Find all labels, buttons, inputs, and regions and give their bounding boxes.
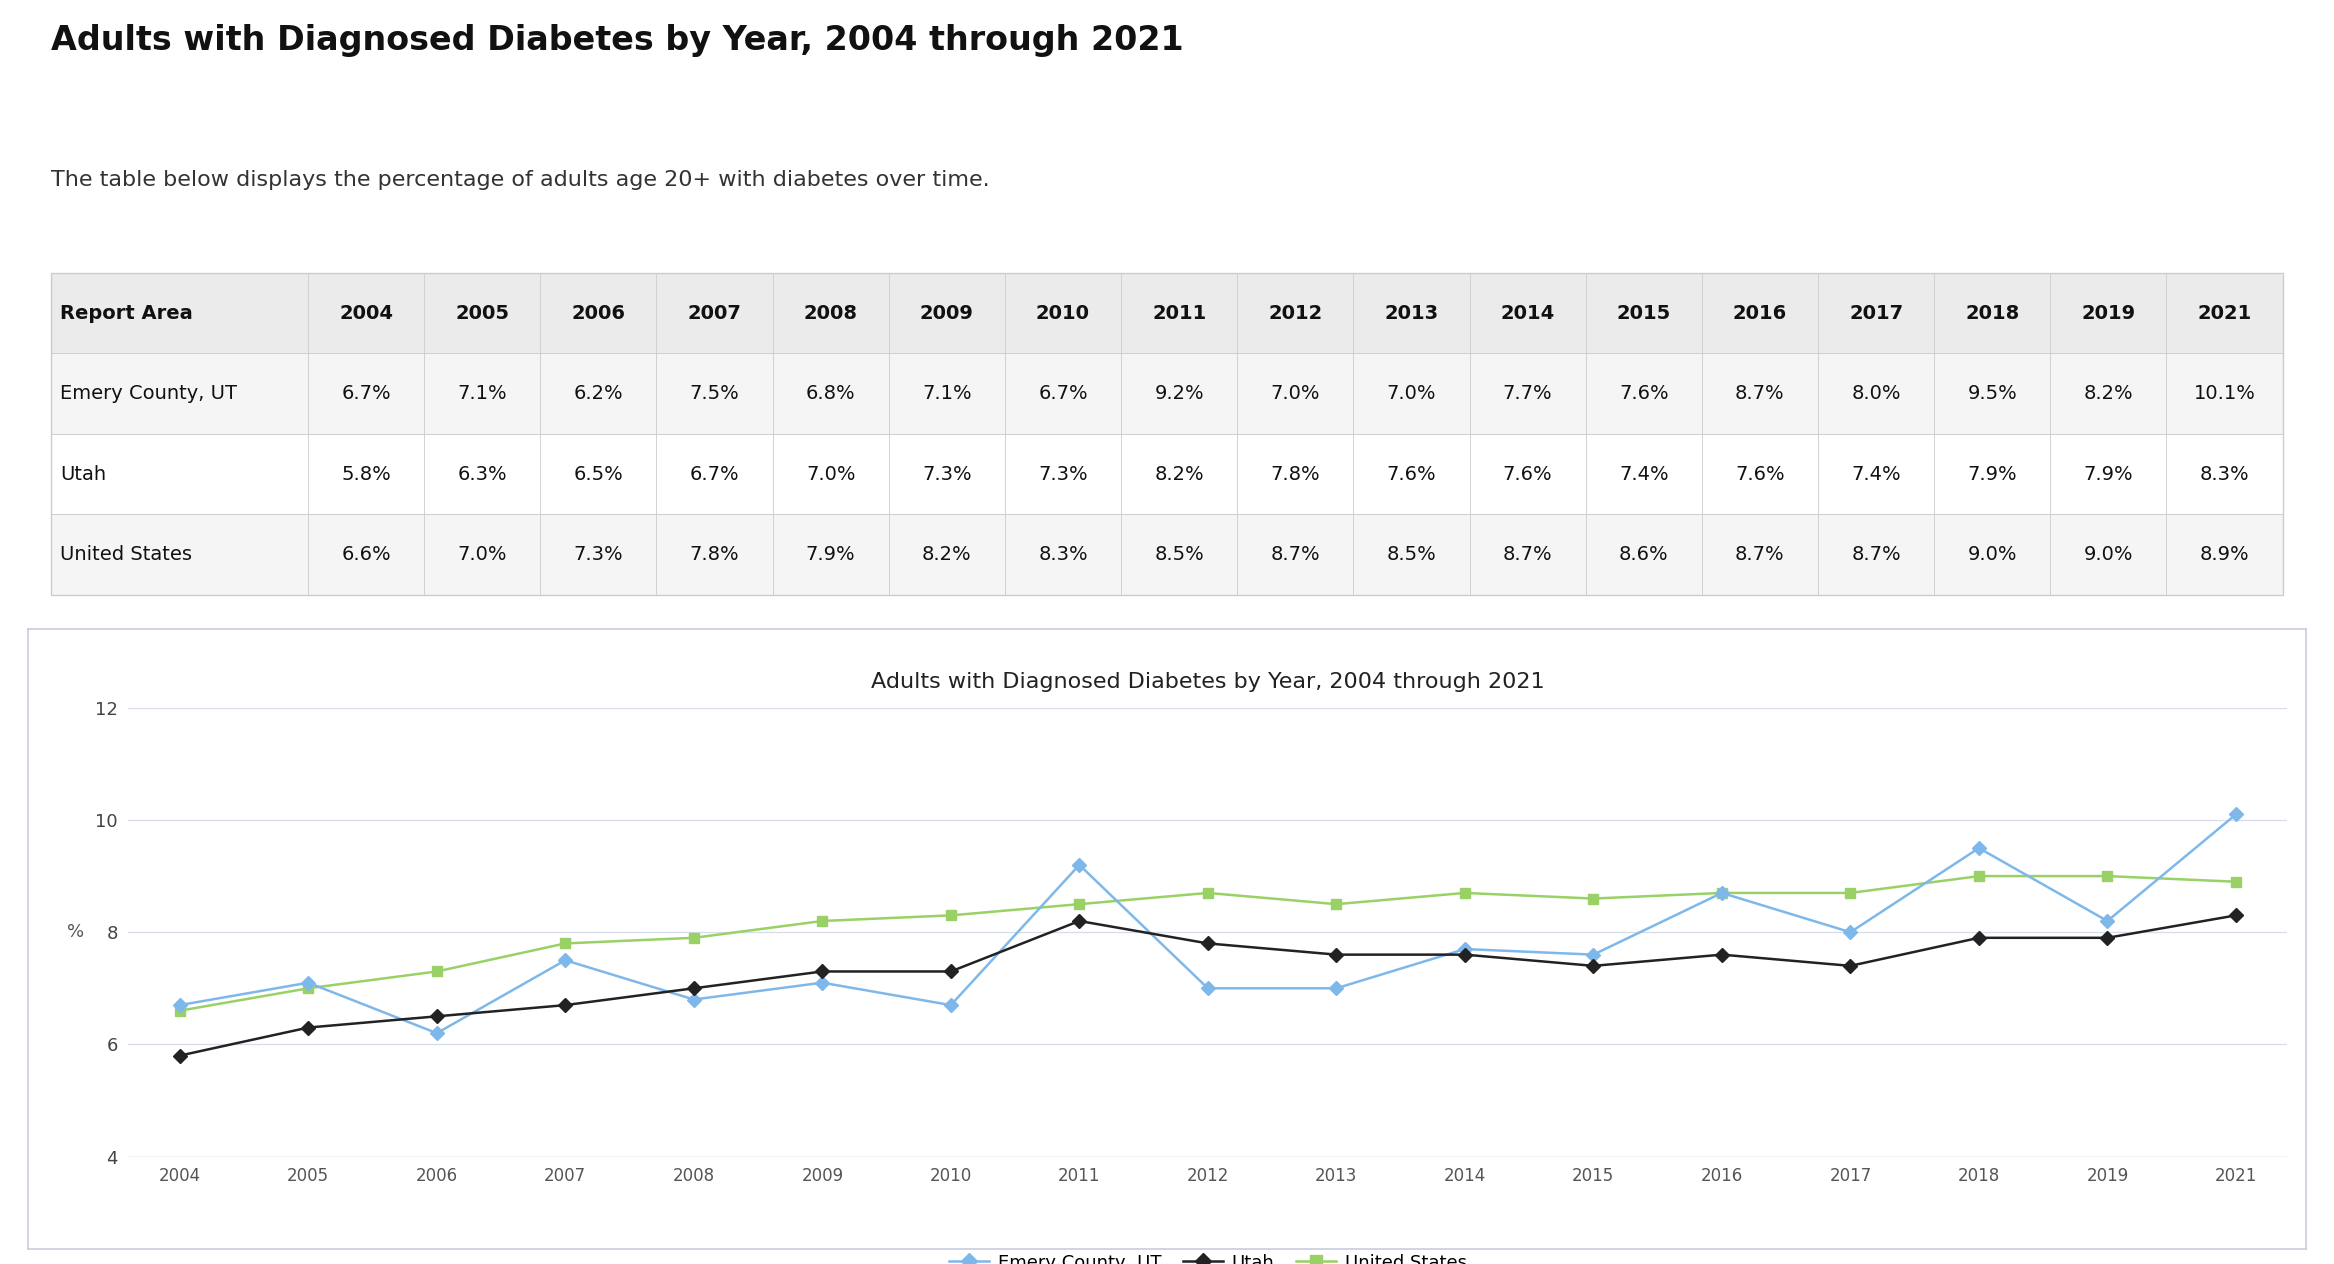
Text: Report Area: Report Area [61, 303, 194, 322]
Text: 6.7%: 6.7% [341, 384, 390, 403]
Text: 7.6%: 7.6% [1734, 464, 1786, 484]
Text: 7.8%: 7.8% [1270, 464, 1321, 484]
Text: 2014: 2014 [1501, 303, 1554, 322]
Text: 8.7%: 8.7% [1270, 545, 1321, 564]
Text: 8.7%: 8.7% [1851, 545, 1900, 564]
Text: 7.0%: 7.0% [805, 464, 857, 484]
Text: 7.0%: 7.0% [1270, 384, 1321, 403]
Text: 7.3%: 7.3% [574, 545, 623, 564]
Text: 7.8%: 7.8% [689, 545, 740, 564]
Text: 2007: 2007 [689, 303, 742, 322]
Text: 2013: 2013 [1384, 303, 1438, 322]
Bar [51, 273, 2283, 594]
Text: 8.5%: 8.5% [1155, 545, 1204, 564]
Text: 7.3%: 7.3% [1039, 464, 1088, 484]
Text: 7.9%: 7.9% [1968, 464, 2017, 484]
Text: 2005: 2005 [455, 303, 509, 322]
Text: 6.5%: 6.5% [574, 464, 623, 484]
Text: 8.3%: 8.3% [1039, 545, 1088, 564]
Text: 10.1%: 10.1% [2194, 384, 2255, 403]
Text: 8.7%: 8.7% [1503, 545, 1552, 564]
Text: 8.7%: 8.7% [1734, 545, 1786, 564]
Text: 7.4%: 7.4% [1620, 464, 1669, 484]
Text: 2010: 2010 [1036, 303, 1090, 322]
Text: 2019: 2019 [2082, 303, 2136, 322]
Text: 6.3%: 6.3% [457, 464, 506, 484]
Text: 7.1%: 7.1% [922, 384, 971, 403]
Text: 7.5%: 7.5% [689, 384, 740, 403]
Text: Emery County, UT: Emery County, UT [61, 384, 238, 403]
Text: 8.7%: 8.7% [1734, 384, 1786, 403]
Text: 8.3%: 8.3% [2199, 464, 2250, 484]
Text: 7.1%: 7.1% [457, 384, 506, 403]
Text: 7.9%: 7.9% [2084, 464, 2133, 484]
Legend: Emery County, UT, Utah, United States: Emery County, UT, Utah, United States [941, 1246, 1475, 1264]
Bar [51, 354, 2283, 434]
Text: 7.6%: 7.6% [1503, 464, 1552, 484]
Text: 2018: 2018 [1965, 303, 2019, 322]
Bar [51, 514, 2283, 594]
Text: 8.2%: 8.2% [1155, 464, 1204, 484]
Text: 2016: 2016 [1732, 303, 1788, 322]
Text: 2009: 2009 [920, 303, 973, 322]
Text: 8.2%: 8.2% [2084, 384, 2133, 403]
Text: 2015: 2015 [1617, 303, 1671, 322]
Text: 9.0%: 9.0% [2084, 545, 2133, 564]
Text: 8.9%: 8.9% [2199, 545, 2250, 564]
Text: 7.0%: 7.0% [457, 545, 506, 564]
Text: 7.3%: 7.3% [922, 464, 971, 484]
Bar [51, 434, 2283, 514]
Text: 7.0%: 7.0% [1386, 384, 1435, 403]
Text: 2006: 2006 [572, 303, 626, 322]
Text: 8.6%: 8.6% [1620, 545, 1669, 564]
Title: Adults with Diagnosed Diabetes by Year, 2004 through 2021: Adults with Diagnosed Diabetes by Year, … [871, 672, 1545, 693]
Text: 7.4%: 7.4% [1851, 464, 1900, 484]
Text: United States: United States [61, 545, 191, 564]
Text: 6.7%: 6.7% [689, 464, 740, 484]
Text: 9.2%: 9.2% [1155, 384, 1204, 403]
Bar [51, 273, 2283, 354]
Text: 2017: 2017 [1849, 303, 1902, 322]
Text: 2011: 2011 [1153, 303, 1207, 322]
Text: The table below displays the percentage of adults age 20+ with diabetes over tim: The table below displays the percentage … [51, 169, 990, 190]
Text: 8.2%: 8.2% [922, 545, 971, 564]
Text: 6.7%: 6.7% [1039, 384, 1088, 403]
Text: Adults with Diagnosed Diabetes by Year, 2004 through 2021: Adults with Diagnosed Diabetes by Year, … [51, 24, 1183, 57]
Text: 5.8%: 5.8% [341, 464, 390, 484]
Text: 9.5%: 9.5% [1968, 384, 2017, 403]
Text: 6.8%: 6.8% [805, 384, 857, 403]
Text: 6.2%: 6.2% [574, 384, 623, 403]
Text: 2012: 2012 [1267, 303, 1323, 322]
Text: 8.0%: 8.0% [1851, 384, 1900, 403]
Text: Utah: Utah [61, 464, 107, 484]
Text: 8.5%: 8.5% [1386, 545, 1435, 564]
Text: 2004: 2004 [338, 303, 392, 322]
Text: 6.6%: 6.6% [341, 545, 390, 564]
Text: 7.9%: 7.9% [805, 545, 857, 564]
Y-axis label: %: % [68, 923, 84, 942]
Text: 2021: 2021 [2196, 303, 2252, 322]
Text: 7.7%: 7.7% [1503, 384, 1552, 403]
Text: 2008: 2008 [803, 303, 857, 322]
Text: 7.6%: 7.6% [1386, 464, 1435, 484]
Text: 7.6%: 7.6% [1620, 384, 1669, 403]
Text: 9.0%: 9.0% [1968, 545, 2017, 564]
